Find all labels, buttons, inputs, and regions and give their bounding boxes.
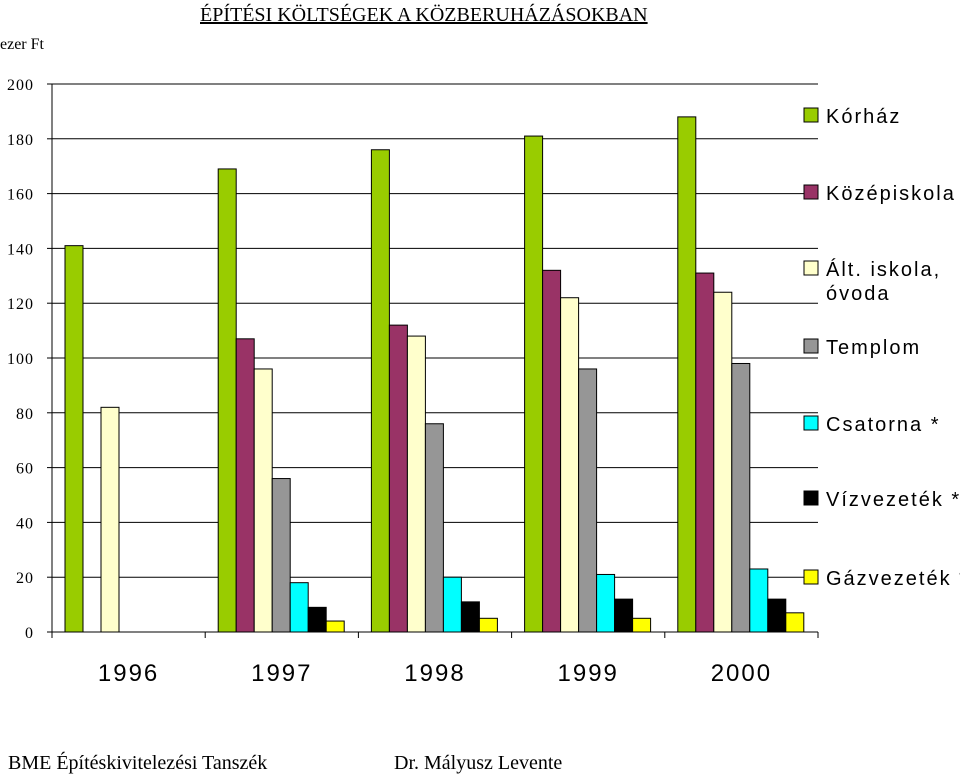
x-category-label: 1999 (558, 660, 619, 687)
bar-1-6 (325, 620, 345, 633)
bar-2-2 (406, 335, 426, 633)
legend-label-line: óvoda (826, 283, 891, 305)
bar-2-5 (460, 601, 480, 633)
bar-4-0 (677, 116, 697, 633)
legend-swatch (803, 338, 819, 354)
bar-4-5 (767, 598, 787, 633)
bar-1-2 (253, 368, 273, 633)
bar-3-3 (578, 368, 598, 633)
y-axis-unit-label: ezer Ft (0, 36, 44, 53)
legend-label: Templom (826, 337, 921, 359)
bar-0-2 (100, 406, 120, 633)
bar-2-1 (388, 324, 408, 633)
bar-3-6 (632, 617, 652, 633)
y-tick-label: 100 (7, 351, 34, 368)
bar-3-4 (596, 573, 616, 633)
y-tick-label: 20 (16, 570, 34, 587)
bar-chart: 0 20 40 60 80 100 120 140 160 180 200 1996 1997 1998… (7, 77, 960, 687)
bar-1-5 (307, 606, 327, 633)
footer-author: Dr. Mályusz Levente (394, 752, 563, 774)
legend-swatch (803, 569, 819, 585)
footer-department: BME Építéskivitelezési Tanszék (8, 752, 268, 774)
y-tick-label: 60 (16, 461, 34, 478)
bar-1-0 (217, 168, 237, 633)
legend-label: Gázvezeték * (826, 568, 960, 590)
bar-2-3 (424, 423, 444, 633)
legend-label-line: Templom (826, 337, 921, 359)
bar-1-1 (235, 338, 255, 633)
bar-4-6 (785, 612, 805, 633)
chart-title: ÉPÍTÉSI KÖLTSÉGEK A KÖZBERUHÁZÁSOKBAN (200, 4, 648, 26)
y-tick-label: 160 (7, 187, 34, 204)
bar-2-0 (370, 149, 390, 633)
bar-1-3 (271, 478, 291, 633)
legend-label: Ált. iskola, óvoda (826, 258, 941, 305)
bar-3-2 (560, 297, 580, 633)
bar-4-2 (713, 291, 733, 633)
x-category-labels: 1996 1997 1998 1999 2000 (98, 660, 772, 687)
legend-label-line: Csatorna * (826, 414, 941, 436)
bar-1-4 (289, 582, 309, 633)
legend-label-line: Ált. iskola, (826, 258, 941, 281)
bar-4-4 (749, 568, 769, 633)
legend-swatch (803, 415, 819, 431)
legend-label-line: Középiskola (826, 183, 956, 205)
y-tick-label: 140 (7, 241, 34, 258)
legend-label-line: Gázvezeték * (826, 568, 960, 590)
legend: Kórház Középiskola Ált. iskola, óvoda Templo… (803, 106, 960, 590)
legend-swatch (803, 107, 819, 123)
x-category-label: 1997 (251, 660, 312, 687)
x-category-label: 1996 (98, 660, 159, 687)
bars (64, 116, 805, 633)
bar-3-5 (614, 598, 634, 633)
y-tick-label: 40 (16, 515, 34, 532)
bar-2-6 (478, 617, 498, 633)
legend-swatch (803, 490, 819, 506)
legend-label: Vízvezeték * (826, 489, 960, 511)
y-tick-labels: 0 20 40 60 80 100 120 140 160 180 200 (7, 77, 34, 642)
x-category-label: 2000 (711, 660, 772, 687)
bar-3-0 (524, 135, 544, 633)
y-tick-label: 0 (25, 625, 34, 642)
y-tick-label: 200 (7, 77, 34, 94)
x-category-label: 1998 (404, 660, 465, 687)
bar-4-1 (695, 272, 715, 633)
y-tick-label: 80 (16, 406, 34, 423)
legend-label-line: Vízvezeték * (826, 489, 960, 511)
bar-3-1 (542, 269, 562, 633)
y-tick-label: 120 (7, 296, 34, 313)
bar-2-4 (442, 576, 462, 633)
legend-swatch (803, 260, 819, 276)
legend-label: Középiskola (826, 183, 956, 205)
y-tick-label: 180 (7, 132, 34, 149)
legend-swatch (803, 184, 819, 200)
legend-label: Csatorna * (826, 414, 941, 436)
legend-label: Kórház (826, 106, 901, 128)
bar-4-3 (731, 362, 751, 633)
bar-0-0 (64, 245, 84, 633)
legend-label-line: Kórház (826, 106, 901, 128)
axes (47, 83, 819, 638)
